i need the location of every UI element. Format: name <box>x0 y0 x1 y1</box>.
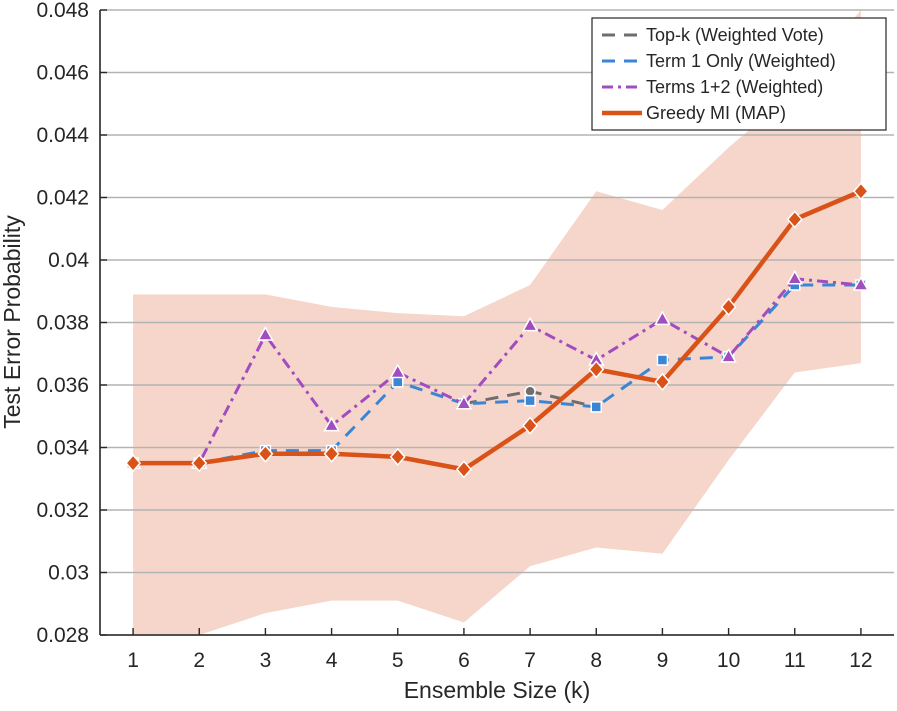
y-tick-label: 0.034 <box>36 437 89 460</box>
y-axis-label: Test Error Probability <box>0 215 25 429</box>
x-axis-label: Ensemble Size (k) <box>404 677 591 703</box>
series-line <box>133 277 862 465</box>
diamond-marker <box>125 453 142 473</box>
legend-label: Term 1 Only (Weighted) <box>646 51 836 71</box>
series-layer <box>124 182 870 479</box>
x-tick-label: 3 <box>260 649 272 672</box>
square-marker <box>656 354 669 366</box>
legend-label: Greedy MI (MAP) <box>646 103 786 123</box>
y-tick-label: 0.046 <box>36 62 89 85</box>
x-tick-label: 11 <box>784 649 806 672</box>
x-tick-label: 9 <box>657 649 669 672</box>
diamond-marker <box>257 444 274 463</box>
triangle-marker <box>654 310 671 326</box>
x-tick-label: 10 <box>717 649 740 672</box>
x-tick-label: 1 <box>127 649 139 672</box>
y-tick-label: 0.028 <box>36 624 89 647</box>
series-line <box>133 283 861 465</box>
x-tick-label: 7 <box>524 649 536 672</box>
y-tick-label: 0.03 <box>48 562 89 585</box>
legend-label: Terms 1+2 (Weighted) <box>646 77 823 97</box>
y-tick-label: 0.042 <box>36 187 89 210</box>
x-tick-label: 5 <box>392 649 404 672</box>
y-tick-label: 0.04 <box>48 249 89 272</box>
x-tick-label: 2 <box>193 649 205 672</box>
y-tick-label: 0.032 <box>36 499 89 522</box>
y-tick-label: 0.048 <box>36 0 89 22</box>
triangle-marker <box>786 269 804 285</box>
triangle-marker <box>852 275 870 291</box>
diamond-marker <box>389 447 406 467</box>
diamond-marker <box>522 416 539 435</box>
diamond-marker <box>720 297 737 317</box>
circle-marker <box>524 385 536 397</box>
legend-label: Top-k (Weighted Vote) <box>646 25 824 45</box>
diamond-marker <box>191 453 208 473</box>
triangle-marker <box>455 394 473 410</box>
square-marker <box>392 376 404 388</box>
square-marker <box>524 394 536 407</box>
legend: Top-k (Weighted Vote) Term 1 Only (Weight… <box>591 17 887 131</box>
series-3 <box>125 182 869 479</box>
triangle-marker <box>323 416 340 432</box>
x-tick-label: 8 <box>590 649 602 672</box>
ticks-layer: 1 2 3 4 5 6 7 8 9 10 11 120.0280.030.0320.0340.0360… <box>36 0 872 672</box>
series-line <box>133 189 862 472</box>
square-marker <box>590 401 602 413</box>
triangle-marker <box>521 316 539 332</box>
triangle-marker <box>389 363 407 379</box>
triangle-marker <box>257 325 274 341</box>
y-tick-label: 0.038 <box>36 312 89 335</box>
diamond-marker <box>654 372 671 392</box>
diamond-marker <box>588 360 605 379</box>
diamond-marker <box>786 210 803 229</box>
x-tick-label: 4 <box>326 649 338 672</box>
x-tick-label: 6 <box>458 649 470 672</box>
diamond-marker <box>323 444 340 463</box>
y-tick-label: 0.044 <box>36 124 89 147</box>
y-tick-label: 0.036 <box>36 374 89 397</box>
triangle-marker <box>720 347 737 363</box>
diamond-marker <box>455 460 472 479</box>
diamond-marker <box>852 182 869 201</box>
x-tick-label: 12 <box>849 649 872 672</box>
